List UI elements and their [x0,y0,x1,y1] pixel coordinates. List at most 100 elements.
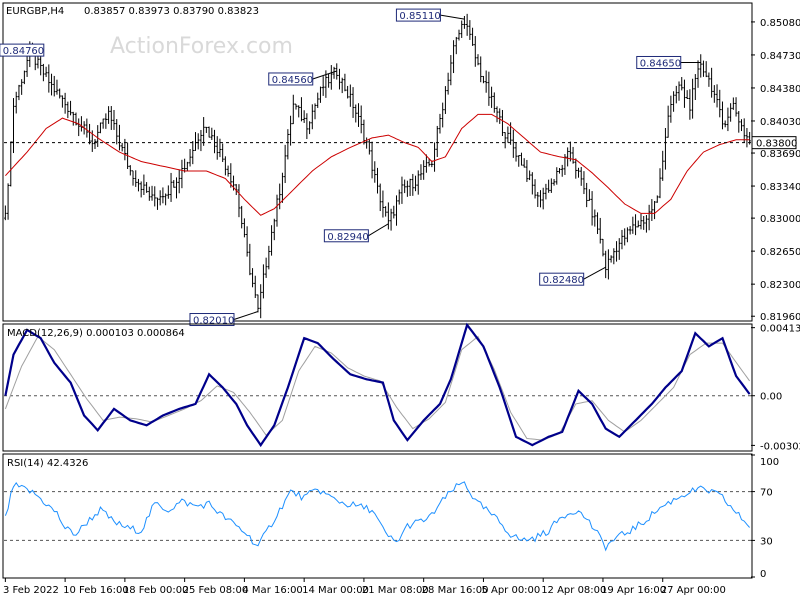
price-bar [370,141,374,179]
price-bar [517,155,520,167]
rsi-line [4,481,750,552]
price-bar [484,70,488,93]
price-bar [158,190,162,206]
price-bar [525,159,529,182]
price-bar [539,190,542,208]
price-bar [599,217,602,244]
price-bar [142,174,146,196]
price-bar [289,115,292,146]
price-bar [395,195,398,226]
price-bar [281,172,284,203]
price-bar [20,79,23,95]
price-annotation: 0.82940 [323,223,389,243]
annotation-label: 0.84560 [272,75,313,86]
price-bar [9,141,12,187]
price-bar [156,197,159,210]
price-bar [626,227,629,243]
price-bar [12,98,15,154]
price-panel-frame [2,2,753,322]
price-bar [178,169,181,194]
price-bar [53,75,56,97]
price-bar [101,118,105,129]
price-bar [585,182,588,208]
time-tick-label: 12 Apr 08:00 [541,585,606,596]
macd-tick-label: 0.004138 [760,324,800,335]
rsi-tick-label: 30 [760,536,773,547]
price-bar [256,294,260,313]
price-bar [414,175,417,192]
price-bars [4,13,751,319]
price-annotation: 0.82010 [189,311,259,327]
price-bar [596,212,599,235]
price-bar [419,164,423,181]
price-bar [425,154,428,173]
price-bar [582,171,586,195]
price-bar [392,205,395,219]
price-bar [723,120,727,128]
time-tick-label: 19 Apr 16:00 [601,585,666,596]
price-bar [85,118,89,138]
price-bar [715,84,719,108]
price-bar [718,89,721,118]
price-bar [713,85,716,103]
price-bar [145,182,148,193]
price-bar [273,218,276,241]
price-bar [541,187,545,210]
price-bar [248,243,252,276]
annotation-box [0,43,45,57]
macd-title: MACD(12,26,9) 0.000103 0.000864 [7,328,185,339]
time-tick-label: 28 Mar 16:00 [422,585,489,596]
price-bar [694,74,697,100]
price-bar [501,109,504,137]
macd-tick-label: -0.00302 [760,441,800,452]
price-bar [536,191,539,207]
annotation-box [189,313,235,327]
price-bar [601,238,605,257]
price-bar [427,158,431,167]
price-bar [224,156,227,176]
price-bar [726,107,730,132]
price-bar [58,88,61,99]
time-tick-label: 10 Feb 16:00 [63,585,129,596]
price-bar [137,178,140,192]
rsi-tick-label: 100 [760,457,779,468]
price-bar [267,245,271,270]
price-bar [522,158,526,168]
price-bar [327,73,330,88]
price-tick-label: 0.81960 [760,312,800,323]
price-bar [148,186,151,201]
price-bar [150,185,154,201]
price-bar [153,186,156,207]
price-bar [704,61,708,78]
price-bar [237,184,241,218]
price-bar [349,84,352,107]
price-bar [44,66,48,78]
price-bar [561,164,564,177]
price-bar [493,92,496,113]
price-bar [93,138,97,149]
price-bar [479,56,482,83]
price-bar [449,55,453,86]
price-bar [474,36,477,67]
macd-panel: 0.004138 0.00 -0.00302 MACD(12,26,9) 0.000… [2,322,800,452]
price-bar [471,27,474,46]
price-bar [351,87,355,118]
current-price-label: 0.83800 [756,139,797,150]
annotation-box [395,8,441,22]
price-bar [338,68,341,90]
price-bar [609,255,613,263]
price-bar [251,268,254,288]
price-bar [533,179,537,199]
price-bar [316,92,319,108]
price-bar [66,101,70,119]
price-bar [107,106,110,124]
price-bar [734,97,738,117]
price-bar [270,225,273,256]
price-bar [732,97,735,110]
price-tick-label: 0.84380 [760,84,800,95]
price-bar [645,215,648,233]
price-bar [164,193,167,206]
price-bar [4,205,7,221]
